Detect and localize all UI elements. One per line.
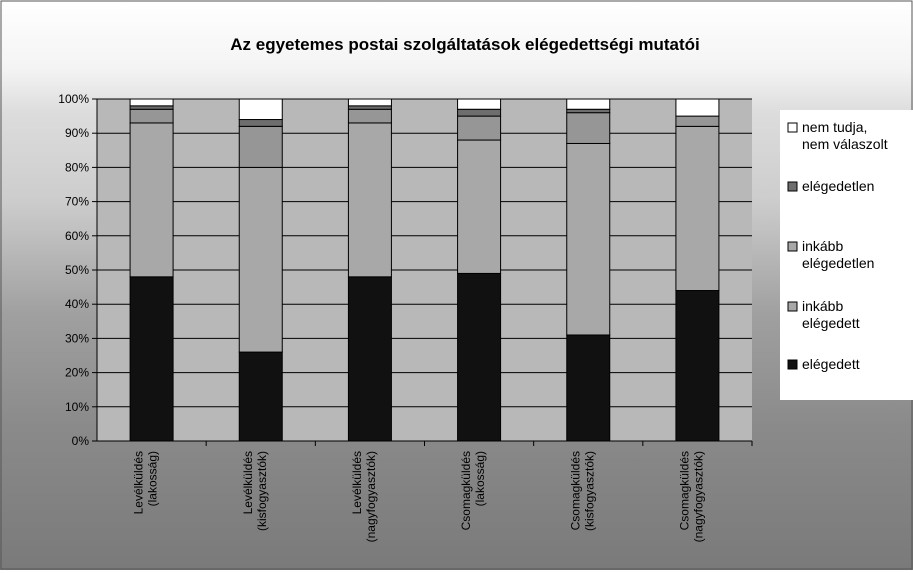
bar-segment <box>238 119 283 127</box>
bar-segment <box>566 142 611 336</box>
legend: nem tudja,nem válaszoltelégedetleninkább… <box>780 110 913 400</box>
x-tick-label-line: (lakosság) <box>473 451 487 506</box>
bar-segment <box>675 98 720 117</box>
legend-swatch <box>787 301 798 312</box>
y-tick-label: 20% <box>65 366 89 380</box>
bar-segment <box>238 98 283 121</box>
x-tick-label-line: (nagyfogyasztók) <box>364 451 378 542</box>
bar-segment <box>675 125 720 292</box>
bar-segment <box>347 108 392 124</box>
x-tick-label-line: Csomagküldés <box>677 451 691 530</box>
legend-swatch <box>787 359 798 370</box>
x-tick-label-line: (kisfogyasztók) <box>582 451 596 531</box>
bar-segment <box>457 272 502 442</box>
y-tick-label: 30% <box>65 331 89 345</box>
bar-segment <box>566 108 611 114</box>
bar-segment <box>457 108 502 117</box>
legend-label: nem tudja, <box>802 119 867 135</box>
legend-swatch <box>787 181 798 192</box>
x-tick-label-line: Levélküldés <box>132 451 146 514</box>
x-tick-label-line: Csomagküldés <box>459 451 473 530</box>
legend-label: elégedett <box>802 356 860 372</box>
bar-segment <box>129 105 174 110</box>
x-tick-label-line: (nagyfogyasztók) <box>691 451 705 542</box>
bar-segment <box>566 98 611 110</box>
legend-label: elégedetlen <box>802 178 874 194</box>
bar-segment <box>457 139 502 274</box>
x-tick-label: Levélküldés (kisfogyasztók) <box>241 451 269 531</box>
legend-label: elégedetlen <box>802 255 874 271</box>
y-tick-label: 80% <box>65 160 89 174</box>
y-tick-label: 90% <box>65 126 89 140</box>
bar-segment <box>347 105 392 110</box>
legend-swatch <box>787 241 798 252</box>
y-tick-label: 10% <box>65 400 89 414</box>
x-tick-label: Levélküldés (lakosság) <box>132 451 160 514</box>
y-tick-label: 0% <box>72 434 90 448</box>
x-tick-label: Csomagküldés (lakosság) <box>459 451 487 530</box>
bar-segment <box>347 276 392 442</box>
bar-segment <box>457 115 502 141</box>
x-tick-label: Csomagküldés (kisfogyasztók) <box>568 451 596 531</box>
y-tick-label: 60% <box>65 229 89 243</box>
bar-segment <box>129 108 174 124</box>
x-tick-label: Csomagküldés (nagyfogyasztók) <box>677 451 705 542</box>
y-tick-label: 40% <box>65 297 89 311</box>
legend-box <box>780 110 913 400</box>
bar-segment <box>347 122 392 278</box>
bar-segment <box>457 98 502 110</box>
bar-segment <box>675 115 720 127</box>
bar-segment <box>129 276 174 442</box>
x-tick-label-line: Csomagküldés <box>568 451 582 530</box>
bar-segment <box>347 98 392 107</box>
x-tick-label-line: (kisfogyasztók) <box>255 451 269 531</box>
bar-segment <box>238 351 283 442</box>
bar-segment <box>129 122 174 278</box>
x-tick-label-line: Levélküldés <box>350 451 364 514</box>
x-tick-label-line: Levélküldés <box>241 451 255 514</box>
legend-label: inkább <box>802 298 843 314</box>
legend-label: elégedett <box>802 315 860 331</box>
legend-label: nem válaszolt <box>802 136 888 152</box>
bar-segment <box>566 112 611 144</box>
bar-segment <box>238 166 283 353</box>
bar-segment <box>675 290 720 442</box>
bar-segment <box>566 334 611 442</box>
bar-segment <box>238 125 283 168</box>
y-tick-label: 100% <box>58 92 89 106</box>
x-tick-label: Levélküldés (nagyfogyasztók) <box>350 451 378 542</box>
bar-segment <box>129 98 174 107</box>
legend-label: inkább <box>802 238 843 254</box>
plot-area: 0% 10% 20% 30% 40% 50% 60% 70% 80% 90% 100% Levélkü… <box>58 92 753 542</box>
legend-swatch <box>787 122 798 133</box>
x-tick-label-line: (lakosság) <box>146 451 160 506</box>
y-tick-label: 50% <box>65 263 89 277</box>
y-tick-label: 70% <box>65 195 89 209</box>
chart-title: Az egyetemes postai szolgáltatások elége… <box>230 35 700 54</box>
